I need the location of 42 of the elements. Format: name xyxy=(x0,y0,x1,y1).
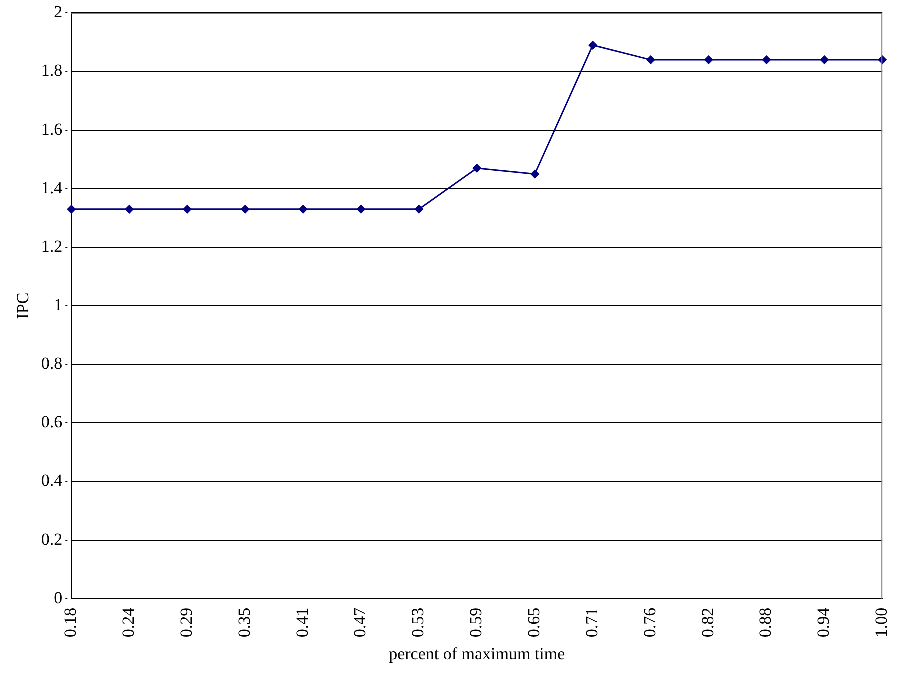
x-tick-label: 1.00 xyxy=(872,608,892,638)
x-tick-label: 0.29 xyxy=(176,608,196,638)
point xyxy=(183,205,192,214)
x-tick-label: 0.18 xyxy=(61,608,80,638)
point xyxy=(67,205,76,214)
y-tick-label: 0.4 xyxy=(41,471,64,490)
y-tick-label: 0.2 xyxy=(41,530,63,549)
x-axis-title: percent of maximum time xyxy=(389,644,566,664)
x-tick-label: 0.59 xyxy=(466,608,486,638)
point xyxy=(646,56,656,64)
y-tick-label: 0.8 xyxy=(41,354,63,374)
point xyxy=(820,56,829,64)
x-tick-label: 0.71 xyxy=(582,608,602,638)
x-tick-label: 0.24 xyxy=(119,607,138,638)
x-tick-label: 0.82 xyxy=(698,608,718,638)
point xyxy=(472,164,482,173)
point xyxy=(704,56,714,64)
y-tick-label: 1.8 xyxy=(41,61,63,80)
point xyxy=(125,205,134,214)
x-tick-label: 0.35 xyxy=(234,608,254,638)
x-tick-label: 0.65 xyxy=(524,608,544,638)
y-axis-title: IPC xyxy=(14,292,33,320)
y-tick-label: 1.2 xyxy=(41,236,63,256)
y-tick-label: 2 xyxy=(54,2,63,22)
x-tick-label: 0.41 xyxy=(292,608,312,638)
point xyxy=(299,205,308,214)
point xyxy=(414,205,424,214)
x-tick-label: 0.53 xyxy=(408,608,428,638)
x-tick-label: 0.94 xyxy=(814,607,834,638)
x-tick-label: 0.88 xyxy=(756,608,776,638)
point xyxy=(530,170,540,179)
y-tick-label: 0 xyxy=(54,588,63,608)
x-tick-label: 0.47 xyxy=(350,607,370,638)
point xyxy=(241,205,250,214)
y-tick-label: 1 xyxy=(54,295,63,314)
point xyxy=(588,41,598,50)
y-tick-label: 1.4 xyxy=(41,178,64,198)
point xyxy=(762,56,771,64)
point xyxy=(357,205,366,214)
y-tick-label: 1.6 xyxy=(41,120,63,139)
y-tick-label: 0.6 xyxy=(41,412,63,432)
x-tick-label: 0.76 xyxy=(640,608,660,638)
